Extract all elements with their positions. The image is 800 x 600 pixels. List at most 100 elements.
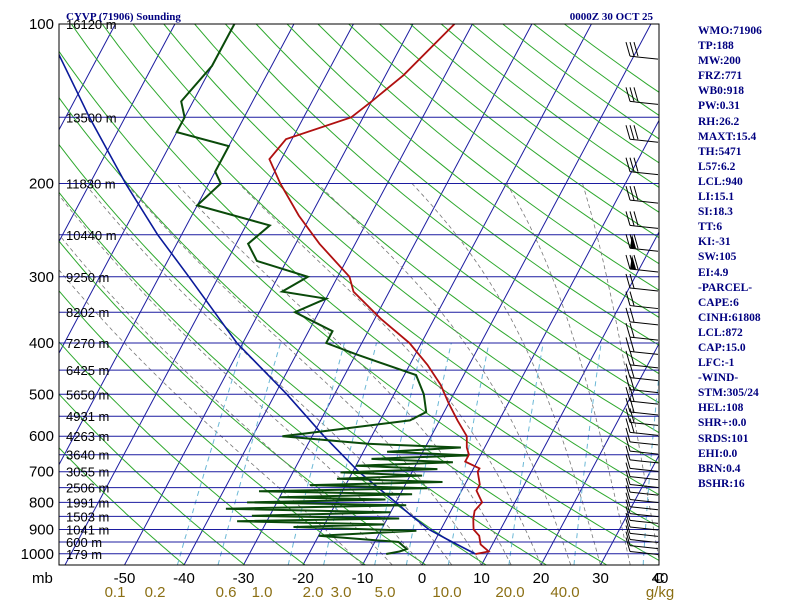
wind-barb-staff	[629, 224, 659, 229]
wind-barb	[625, 386, 659, 405]
wind-barb-feather	[625, 427, 631, 443]
wind-barb	[625, 375, 659, 394]
wind-barb-feather	[629, 363, 635, 378]
wind-barb-feather	[629, 322, 635, 338]
wind-barb	[625, 506, 659, 524]
height-label: 2506 m	[66, 481, 109, 496]
dry-adiabat-line	[59, 191, 487, 565]
height-label: 1503 m	[66, 509, 109, 524]
wind-barb-staff	[629, 491, 659, 496]
isotherm-line	[0, 24, 56, 565]
moist-adiabat-line	[506, 183, 631, 565]
pressure-tick-label: 500	[29, 386, 54, 403]
wind-barb	[625, 525, 659, 544]
wind-barb-pennant	[630, 254, 636, 269]
temperature-unit-label: C	[654, 570, 665, 587]
wind-barb-feather	[629, 375, 635, 390]
isotherm-line	[183, 24, 473, 565]
index-item: WB0:918	[698, 85, 744, 98]
wind-barb-feather	[629, 291, 635, 306]
wind-barb-feather	[625, 478, 631, 493]
temperature-tick-label: 0	[418, 570, 426, 587]
index-item: CAPE:6	[698, 296, 739, 309]
index-item: -PARCEL-	[698, 281, 753, 294]
pressure-tick-label: 600	[29, 428, 54, 445]
wind-barb-feather	[625, 537, 631, 552]
index-item: BRN:0.4	[698, 462, 741, 475]
wind-barb-feather	[625, 445, 631, 461]
wind-barb-staff	[629, 506, 659, 511]
index-item: TH:5471	[698, 145, 742, 158]
temperature-tick-label: -20	[292, 570, 314, 587]
wind-barb	[625, 42, 659, 60]
wind-barb	[625, 478, 659, 496]
wind-barb-feather	[633, 157, 639, 172]
wind-barb-staff	[629, 499, 659, 504]
wind-barb-feather	[633, 42, 639, 57]
wind-barb-feather	[625, 485, 631, 500]
height-label: 8202 m	[66, 305, 109, 320]
wind-barb-staff	[629, 539, 659, 544]
wind-barb-staff	[629, 247, 659, 252]
height-label: 1041 m	[66, 523, 109, 538]
wind-barb-feather	[629, 418, 635, 433]
height-label: 11830 m	[66, 177, 116, 192]
wind-barb-feather	[629, 337, 635, 352]
wind-barb-feather	[625, 470, 631, 485]
temperature-tick-label: 30	[592, 570, 609, 587]
wind-barb-feather	[633, 211, 639, 226]
wind-barb-staff	[629, 467, 659, 472]
index-item: WMO:71906	[698, 25, 762, 37]
mixing-ratio-line	[217, 342, 281, 565]
height-label: 6425 m	[66, 363, 109, 378]
wind-barb	[625, 234, 659, 252]
wind-barb-feather	[625, 454, 631, 469]
wind-barb	[625, 418, 659, 436]
dry-adiabat-line	[255, 24, 659, 346]
wind-barb-staff	[629, 421, 659, 426]
index-item: EHI:0.0	[698, 447, 738, 460]
mixing-ratio-label: 10.0	[432, 584, 461, 600]
wind-barb	[625, 537, 659, 555]
wind-barb-feather	[625, 512, 631, 528]
wind-barb-staff	[629, 450, 659, 455]
wind-barb-staff	[629, 268, 659, 273]
isotherm-line	[124, 24, 414, 565]
wind-barb-feather	[625, 157, 631, 172]
wind-barb-feather	[625, 436, 631, 452]
wind-barb-feather	[625, 87, 631, 102]
index-item: STM:305/24	[698, 387, 759, 400]
sounding-indices-panel: WMO:71906 TP:188 MW:200 FRZ:771 WB0:918 PW:0.…	[698, 24, 798, 492]
wind-barb	[625, 427, 659, 446]
wind-barb-feather	[629, 397, 635, 413]
parcel-path	[59, 52, 476, 555]
temperature-tick-label: 40	[652, 570, 669, 587]
moist-adiabat-line	[238, 183, 542, 565]
wind-barb-feather	[633, 87, 639, 102]
index-item: LI:15.1	[698, 191, 735, 204]
pressure-tick-label: 300	[29, 269, 54, 286]
height-label: 3640 m	[66, 448, 109, 463]
wind-barb-feather	[625, 273, 631, 289]
mixing-ratio-label: 20.0	[495, 584, 524, 600]
wind-barbs	[625, 42, 659, 555]
wind-barb-feather	[629, 211, 635, 226]
mixing-ratio-unit-label: g/kg	[646, 584, 674, 600]
wind-barb	[625, 519, 659, 537]
dry-adiabat-line	[317, 24, 659, 291]
wind-barb-staff	[629, 138, 659, 143]
wind-barb	[625, 337, 659, 355]
wind-barb-feather	[625, 337, 631, 352]
wind-barb	[625, 125, 659, 143]
sounding-profiles	[59, 24, 491, 555]
wind-barb-feather	[625, 185, 631, 201]
station-title: CYVP (71906) Sounding	[66, 11, 181, 23]
wind-barb-feather	[625, 397, 631, 413]
dry-adiabat-line	[59, 447, 185, 565]
mixing-ratio-label: 3.0	[331, 584, 352, 600]
moist-adiabat-line	[59, 233, 393, 565]
dry-adiabat-line	[59, 143, 547, 565]
mixing-ratio-line	[323, 342, 377, 565]
wind-barb-staff	[629, 171, 659, 176]
wind-barb-staff	[629, 350, 659, 355]
